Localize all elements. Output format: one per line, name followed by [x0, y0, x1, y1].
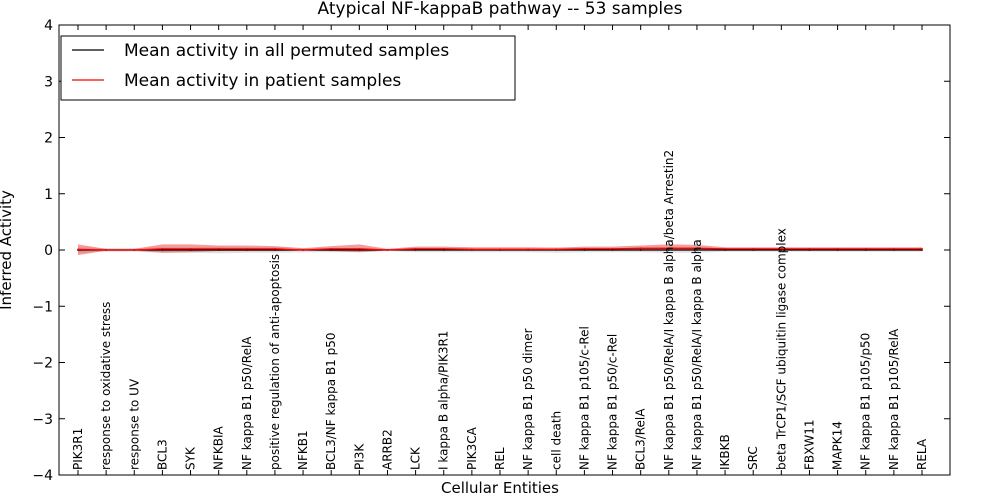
point-patient [217, 247, 220, 250]
x-tick-label: cell death [549, 411, 563, 470]
x-tick-label: positive regulation of anti-apoptosis [268, 254, 282, 470]
x-tick-label: NF kappa B1 p50/c-Rel [606, 334, 620, 470]
x-tick-label: REL [493, 447, 507, 470]
point-patient [386, 249, 389, 251]
x-tick-label: PIK3R1 [71, 428, 85, 470]
y-tick-label: −1 [32, 299, 53, 315]
x-tick-label: NFKBIA [212, 425, 226, 470]
point-patient [583, 247, 586, 250]
x-axis-label: Cellular Entities [441, 479, 559, 497]
point-permuted [696, 249, 698, 251]
point-patient [442, 247, 445, 250]
point-patient [274, 247, 276, 250]
x-tick-label: ARRB2 [380, 429, 394, 470]
point-patient [133, 249, 136, 251]
x-tick-label: PIK3CA [465, 426, 479, 470]
x-tick-label: NF kappa B1 p50 dimer [521, 328, 535, 470]
x-tick-label: NF kappa B1 p50/RelA [240, 336, 254, 470]
point-patient [667, 247, 670, 250]
point-patient [921, 247, 923, 250]
plot-area: −4 −3 −2 −1 0 1 2 3 4 PIK3R1 response to oxidative… [32, 18, 951, 484]
x-tick-label: SYK [184, 446, 198, 470]
y-tick-label: 1 [44, 187, 53, 203]
y-tick-label: −2 [32, 356, 53, 372]
x-tick-label: IKBKB [718, 434, 732, 470]
point-patient [555, 248, 558, 251]
x-tick-label: NF kappa B1 p105/p50 [859, 333, 873, 470]
y-tick-label: −4 [32, 468, 53, 484]
point-patient [527, 248, 530, 251]
point-patient [892, 247, 895, 250]
legend: Mean activity in all permuted samples Me… [60, 35, 516, 101]
x-tick-label: I kappa B alpha/PIK3R1 [437, 331, 451, 470]
y-tick-label: 0 [44, 243, 53, 259]
x-tick-label: response to oxidative stress [99, 302, 113, 470]
point-patient [724, 247, 726, 250]
x-tick-label: NF kappa B1 p105/c-Rel [577, 326, 591, 470]
point-patient [696, 247, 698, 250]
y-tick-label: 4 [44, 18, 53, 34]
legend-label-patient: Mean activity in patient samples [124, 71, 401, 91]
x-tick-label: FBXW11 [802, 420, 816, 471]
point-patient [611, 247, 614, 250]
point-patient [639, 247, 642, 250]
legend-label-permuted: Mean activity in all permuted samples [124, 41, 449, 61]
point-patient [499, 248, 501, 251]
x-tick-label: MAPK14 [831, 421, 845, 470]
x-tick-label: BCL3/NF kappa B1 p50 [324, 332, 338, 470]
point-patient [161, 247, 164, 250]
y-tick-label: 2 [44, 131, 53, 147]
point-patient [77, 248, 79, 251]
legend-box [60, 35, 516, 101]
x-tick-label: RELA [915, 438, 929, 470]
point-patient [245, 247, 248, 250]
x-tick-label: SRC [746, 446, 760, 470]
chart-title: Atypical NF-kappaB pathway -- 53 samples [318, 0, 683, 19]
x-tick-label: NF kappa B1 p50/RelA/I kappa B alpha/bet… [662, 150, 676, 470]
point-patient [780, 247, 783, 250]
point-patient [105, 249, 108, 251]
point-patient [752, 247, 755, 250]
point-patient [808, 247, 811, 250]
x-tick-label: LCK [409, 446, 423, 470]
x-tick-label: PI3K [352, 443, 366, 470]
point-patient [836, 247, 839, 250]
point-patient [302, 249, 304, 251]
point-patient [414, 247, 417, 250]
x-tick-label: NFKB1 [296, 430, 310, 470]
point-patient [470, 248, 473, 251]
point-patient [358, 247, 361, 250]
x-tick-label: BCL3 [155, 439, 169, 470]
point-permuted [639, 249, 642, 251]
point-permuted [667, 249, 670, 251]
point-patient [864, 247, 867, 250]
y-tick-label: −3 [32, 412, 53, 428]
point-patient [189, 247, 192, 250]
y-tick-label: 3 [44, 74, 53, 90]
x-tick-label: NF kappa B1 p105/RelA [887, 328, 901, 470]
x-tick-label: beta TrCP1/SCF ubiquitin ligase complex [774, 228, 788, 470]
point-patient [330, 247, 333, 250]
x-tick-label: BCL3/RelA [634, 408, 648, 470]
y-axis-label: Inferred Activity [0, 190, 15, 310]
x-tick-label: NF kappa B1 p50/RelA/I kappa B alpha [690, 239, 704, 470]
x-tick-label: response to UV [127, 378, 141, 470]
